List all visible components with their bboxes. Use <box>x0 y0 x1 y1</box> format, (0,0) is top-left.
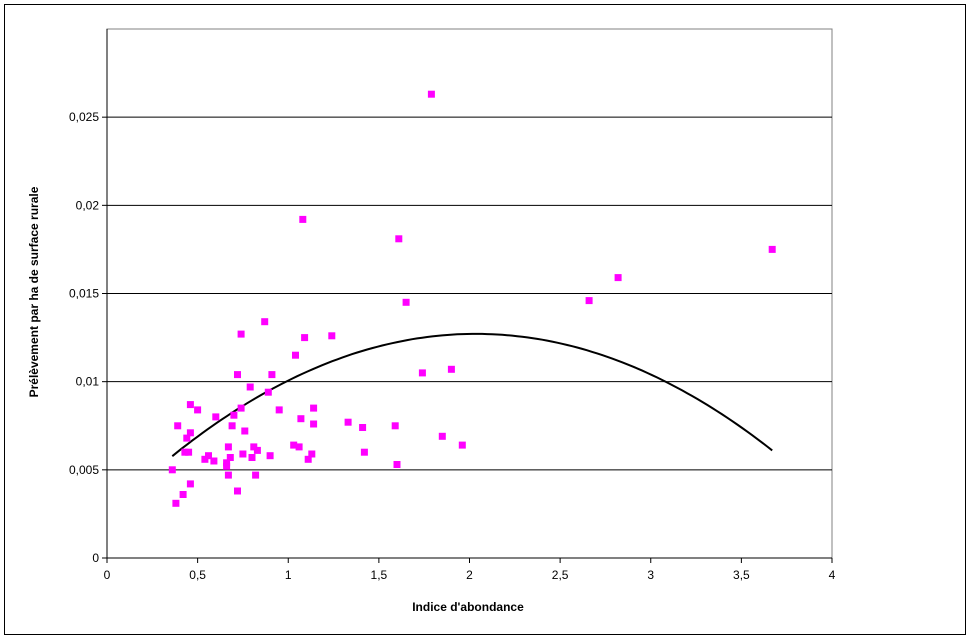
data-point <box>295 443 303 451</box>
data-point <box>290 441 298 449</box>
x-axis: 0 0,5 1 1,5 2 2,5 3 3,5 4 <box>104 557 836 582</box>
x-tick-label: 2 <box>466 568 473 582</box>
data-point <box>458 441 466 449</box>
data-point <box>250 443 258 451</box>
data-point <box>360 448 368 456</box>
data-point <box>172 499 180 507</box>
y-tick-label: 0,01 <box>76 375 100 389</box>
data-point <box>185 448 193 456</box>
data-point <box>393 461 401 468</box>
data-point <box>585 297 593 305</box>
data-point <box>237 404 245 412</box>
data-point <box>224 471 232 479</box>
data-point <box>181 448 189 456</box>
data-point <box>224 443 232 451</box>
data-point <box>186 480 194 488</box>
data-point <box>447 365 455 373</box>
data-point <box>292 351 299 359</box>
data-point <box>179 491 187 498</box>
data-point <box>237 330 245 338</box>
data-point <box>614 274 622 282</box>
data-point <box>252 471 260 479</box>
x-tick-label: 2,5 <box>552 568 569 582</box>
data-point <box>253 446 261 454</box>
data-point <box>230 411 238 419</box>
x-tick-label: 0 <box>104 568 111 582</box>
data-point <box>299 215 307 223</box>
trend-curve <box>171 332 773 457</box>
x-axis-title: Indice d'abondance <box>412 600 524 614</box>
x-tick-label: 3 <box>647 568 654 582</box>
data-point <box>391 422 399 430</box>
data-point <box>234 371 241 379</box>
data-point <box>359 424 367 431</box>
data-point <box>212 413 220 421</box>
data-point <box>297 415 305 423</box>
data-point <box>261 318 269 326</box>
data-point <box>168 466 176 474</box>
data-point <box>301 334 309 342</box>
data-point <box>344 418 352 426</box>
y-axis-title: Prélèvement par ha de surface rurale <box>27 186 41 397</box>
data-points <box>168 90 776 507</box>
data-point <box>304 455 312 463</box>
data-point <box>402 298 410 306</box>
y-tick-label: 0,02 <box>76 198 100 212</box>
x-tick-label: 0,5 <box>189 568 206 582</box>
data-point <box>239 450 247 458</box>
data-point <box>186 429 194 437</box>
data-point <box>768 245 776 253</box>
data-point <box>310 404 318 412</box>
data-point <box>266 452 274 460</box>
data-point <box>328 332 336 340</box>
x-tick-label: 1,5 <box>371 568 388 582</box>
data-point <box>205 452 212 460</box>
data-point <box>275 406 283 414</box>
data-point <box>234 487 241 495</box>
y-tick-label: 0,025 <box>69 110 99 124</box>
data-point <box>226 454 234 461</box>
data-point <box>194 406 202 414</box>
data-point <box>246 383 254 391</box>
data-point <box>183 434 191 442</box>
data-point <box>427 90 435 98</box>
data-point <box>201 455 209 463</box>
data-point <box>418 369 426 377</box>
data-point <box>268 371 276 379</box>
x-tick-label: 1 <box>285 568 292 582</box>
data-point <box>310 420 318 428</box>
data-point <box>438 432 446 440</box>
x-tick-label: 3,5 <box>733 568 750 582</box>
data-point <box>395 235 403 243</box>
data-point <box>264 388 272 396</box>
data-point <box>241 427 249 435</box>
y-axis: 0 0,005 0,01 0,015 0,02 0,025 <box>69 29 108 565</box>
data-point <box>223 462 231 470</box>
data-point <box>174 422 182 430</box>
y-tick-label: 0,015 <box>69 287 99 301</box>
data-point <box>228 422 236 430</box>
data-point <box>248 454 256 461</box>
data-point <box>308 450 316 458</box>
data-point <box>186 401 194 409</box>
gridlines <box>107 116 832 471</box>
data-point <box>210 457 218 465</box>
y-tick-label: 0 <box>92 551 99 565</box>
x-tick-label: 4 <box>829 568 836 582</box>
y-tick-label: 0,005 <box>69 463 99 477</box>
